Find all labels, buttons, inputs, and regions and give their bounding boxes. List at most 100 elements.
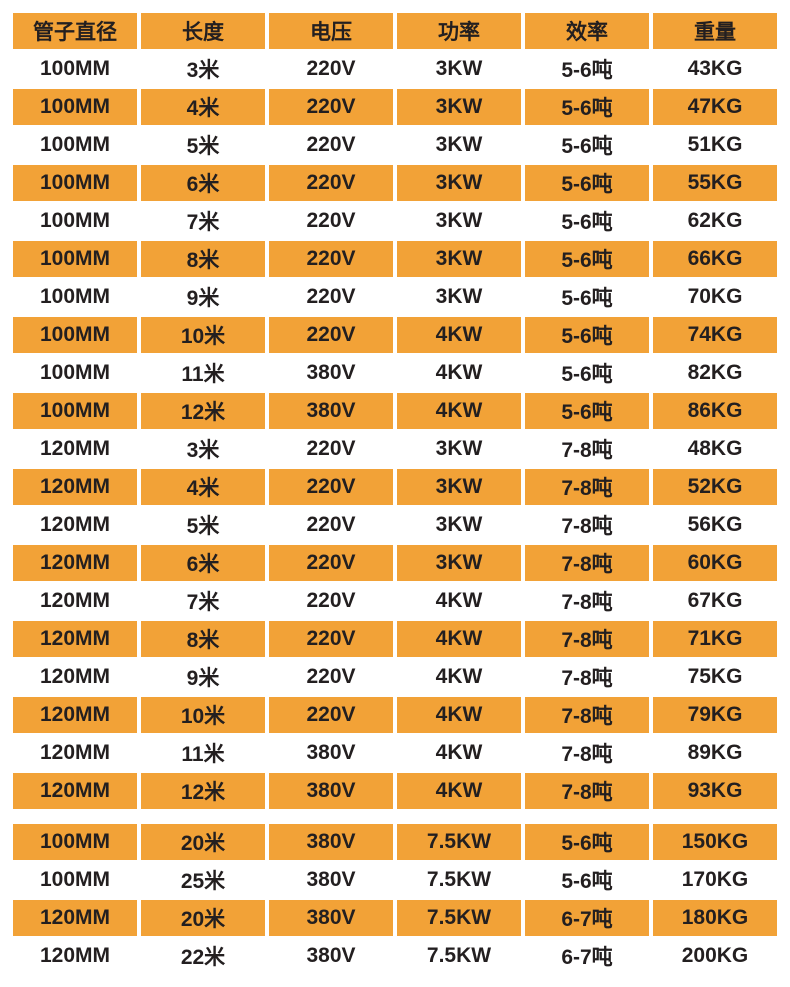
cell-pipe-diameter: 100MM xyxy=(13,393,137,429)
cell-pipe-diameter: 120MM xyxy=(39,665,111,688)
table-row: 120MM 11米 380V 4KW 7-8吨 89KG xyxy=(13,735,777,771)
cell-pipe-diameter: 100MM xyxy=(39,57,111,80)
table-header: 管子直径 长度 电压 功率 效率 重量 xyxy=(13,13,777,49)
cell-weight: 150KG xyxy=(653,824,777,860)
cell-weight: 43KG xyxy=(687,57,743,80)
cell-efficiency: 7-8吨 xyxy=(561,591,613,614)
cell-power: 4KW xyxy=(397,697,521,733)
header-efficiency: 效率 xyxy=(525,13,649,49)
cell-voltage: 220V xyxy=(306,285,356,308)
cell-power: 3KW xyxy=(397,89,521,125)
cell-power: 4KW xyxy=(435,741,483,764)
cell-voltage: 220V xyxy=(306,57,356,80)
cell-pipe-diameter: 100MM xyxy=(13,241,137,277)
cell-weight: 82KG xyxy=(687,361,743,384)
table-row: 100MM 5米 220V 3KW 5-6吨 51KG xyxy=(13,127,777,163)
cell-pipe-diameter: 100MM xyxy=(13,165,137,201)
table-row: 100MM 10米 220V 4KW 5-6吨 74KG xyxy=(13,317,777,353)
cell-pipe-diameter: 100MM xyxy=(13,89,137,125)
cell-pipe-diameter: 120MM xyxy=(13,469,137,505)
cell-power: 4KW xyxy=(397,393,521,429)
cell-pipe-diameter: 100MM xyxy=(13,317,137,353)
cell-length: 4米 xyxy=(141,89,265,125)
cell-weight: 74KG xyxy=(653,317,777,353)
cell-efficiency: 5-6吨 xyxy=(561,135,613,158)
cell-voltage: 380V xyxy=(306,361,356,384)
cell-efficiency: 7-8吨 xyxy=(561,439,613,462)
cell-length: 25米 xyxy=(180,870,226,893)
cell-efficiency: 6-7吨 xyxy=(561,946,613,969)
table-row: 100MM 6米 220V 3KW 5-6吨 55KG xyxy=(13,165,777,201)
cell-efficiency: 7-8吨 xyxy=(525,469,649,505)
cell-voltage: 220V xyxy=(306,665,356,688)
cell-power: 3KW xyxy=(435,57,483,80)
cell-pipe-diameter: 120MM xyxy=(13,545,137,581)
cell-efficiency: 7-8吨 xyxy=(561,515,613,538)
cell-power: 7.5KW xyxy=(397,824,521,860)
cell-pipe-diameter: 120MM xyxy=(13,621,137,657)
cell-length: 4米 xyxy=(141,469,265,505)
table-row: 100MM 8米 220V 3KW 5-6吨 66KG xyxy=(13,241,777,277)
cell-efficiency: 5-6吨 xyxy=(561,870,613,893)
cell-weight: 75KG xyxy=(687,665,743,688)
cell-power: 3KW xyxy=(397,545,521,581)
cell-efficiency: 5-6吨 xyxy=(525,89,649,125)
cell-pipe-diameter: 100MM xyxy=(13,824,137,860)
table-row: 100MM 12米 380V 4KW 5-6吨 86KG xyxy=(13,393,777,429)
table-row: 100MM 4米 220V 3KW 5-6吨 47KG xyxy=(13,89,777,125)
table-row: 120MM 8米 220V 4KW 7-8吨 71KG xyxy=(13,621,777,657)
cell-voltage: 220V xyxy=(306,133,356,156)
cell-weight: 93KG xyxy=(653,773,777,809)
cell-length: 3米 xyxy=(186,59,220,82)
cell-efficiency: 7-8吨 xyxy=(525,773,649,809)
cell-power: 3KW xyxy=(397,165,521,201)
cell-power: 7.5KW xyxy=(397,900,521,936)
extended-section-body: 100MM 20米 380V 7.5KW 5-6吨 150KG 100MM 25… xyxy=(13,824,777,974)
table-row: 120MM 4米 220V 3KW 7-8吨 52KG xyxy=(13,469,777,505)
cell-weight: 56KG xyxy=(687,513,743,536)
cell-length: 10米 xyxy=(141,697,265,733)
header-voltage: 电压 xyxy=(269,13,393,49)
cell-weight: 79KG xyxy=(653,697,777,733)
cell-weight: 180KG xyxy=(653,900,777,936)
cell-voltage: 220V xyxy=(269,697,393,733)
cell-pipe-diameter: 120MM xyxy=(13,900,137,936)
cell-power: 3KW xyxy=(435,437,483,460)
header-weight: 重量 xyxy=(653,13,777,49)
cell-length: 10米 xyxy=(141,317,265,353)
cell-voltage: 220V xyxy=(269,317,393,353)
cell-pipe-diameter: 120MM xyxy=(39,589,111,612)
cell-weight: 200KG xyxy=(681,944,749,967)
cell-length: 12米 xyxy=(141,773,265,809)
cell-efficiency: 7-8吨 xyxy=(525,697,649,733)
cell-length: 11米 xyxy=(181,743,225,766)
header-pipe-diameter: 管子直径 xyxy=(13,13,137,49)
cell-power: 4KW xyxy=(435,589,483,612)
cell-pipe-diameter: 100MM xyxy=(39,133,111,156)
cell-pipe-diameter: 100MM xyxy=(39,285,111,308)
cell-length: 9米 xyxy=(186,287,220,310)
table-row: 120MM 10米 220V 4KW 7-8吨 79KG xyxy=(13,697,777,733)
cell-voltage: 380V xyxy=(306,944,356,967)
cell-length: 6米 xyxy=(141,545,265,581)
cell-length: 8米 xyxy=(141,241,265,277)
table-row: 100MM 11米 380V 4KW 5-6吨 82KG xyxy=(13,355,777,391)
table-row: 100MM 9米 220V 3KW 5-6吨 70KG xyxy=(13,279,777,315)
cell-weight: 67KG xyxy=(687,589,743,612)
cell-power: 4KW xyxy=(397,317,521,353)
cell-power: 3KW xyxy=(435,513,483,536)
cell-voltage: 380V xyxy=(269,393,393,429)
cell-efficiency: 7-8吨 xyxy=(561,667,613,690)
cell-weight: 52KG xyxy=(653,469,777,505)
cell-voltage: 380V xyxy=(306,868,356,891)
cell-power: 3KW xyxy=(435,285,483,308)
cell-voltage: 220V xyxy=(306,589,356,612)
cell-power: 7.5KW xyxy=(426,868,492,891)
cell-pipe-diameter: 120MM xyxy=(39,741,111,764)
cell-pipe-diameter: 120MM xyxy=(13,773,137,809)
cell-length: 11米 xyxy=(181,363,225,386)
cell-power: 4KW xyxy=(435,361,483,384)
cell-weight: 86KG xyxy=(653,393,777,429)
cell-pipe-diameter: 100MM xyxy=(39,361,111,384)
